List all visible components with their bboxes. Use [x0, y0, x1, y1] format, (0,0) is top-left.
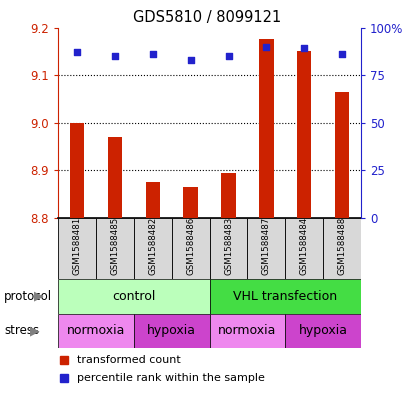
Point — [263, 43, 270, 50]
Text: transformed count: transformed count — [77, 355, 181, 365]
Text: percentile rank within the sample: percentile rank within the sample — [77, 373, 265, 383]
Point — [187, 57, 194, 63]
Bar — [58, 279, 210, 314]
Text: hypoxia: hypoxia — [299, 324, 348, 338]
Bar — [210, 279, 361, 314]
Bar — [221, 173, 236, 218]
Bar — [297, 51, 311, 218]
Bar — [210, 218, 247, 279]
Text: hypoxia: hypoxia — [147, 324, 196, 338]
Text: GSM1588488: GSM1588488 — [338, 217, 347, 275]
Bar — [146, 182, 160, 218]
Text: stress: stress — [4, 324, 39, 338]
Bar — [323, 218, 361, 279]
Text: ▶: ▶ — [34, 290, 44, 303]
Bar — [134, 314, 210, 348]
Text: GSM1588485: GSM1588485 — [110, 217, 120, 275]
Text: GSM1588487: GSM1588487 — [262, 217, 271, 275]
Text: GSM1588482: GSM1588482 — [148, 217, 157, 275]
Bar — [210, 314, 286, 348]
Bar — [335, 92, 349, 218]
Text: ▶: ▶ — [30, 324, 39, 338]
Bar — [247, 218, 285, 279]
Bar — [286, 314, 361, 348]
Point — [301, 45, 308, 51]
Text: GSM1588483: GSM1588483 — [224, 217, 233, 275]
Text: control: control — [112, 290, 156, 303]
Point — [225, 53, 232, 59]
Bar — [183, 187, 198, 218]
Bar — [259, 39, 273, 218]
Bar — [58, 314, 134, 348]
Bar — [58, 218, 96, 279]
Text: GDS5810 / 8099121: GDS5810 / 8099121 — [133, 10, 282, 25]
Bar — [108, 137, 122, 218]
Text: normoxia: normoxia — [67, 324, 125, 338]
Bar — [96, 218, 134, 279]
Text: GSM1588481: GSM1588481 — [73, 217, 81, 275]
Bar — [286, 218, 323, 279]
Text: normoxia: normoxia — [218, 324, 277, 338]
Bar — [70, 123, 84, 218]
Point — [149, 51, 156, 57]
Text: VHL transfection: VHL transfection — [233, 290, 337, 303]
Text: GSM1588486: GSM1588486 — [186, 217, 195, 275]
Bar — [172, 218, 210, 279]
Point — [74, 49, 81, 55]
Bar — [134, 218, 172, 279]
Text: GSM1588484: GSM1588484 — [300, 217, 309, 275]
Point — [112, 53, 118, 59]
Text: protocol: protocol — [4, 290, 52, 303]
Point — [339, 51, 345, 57]
